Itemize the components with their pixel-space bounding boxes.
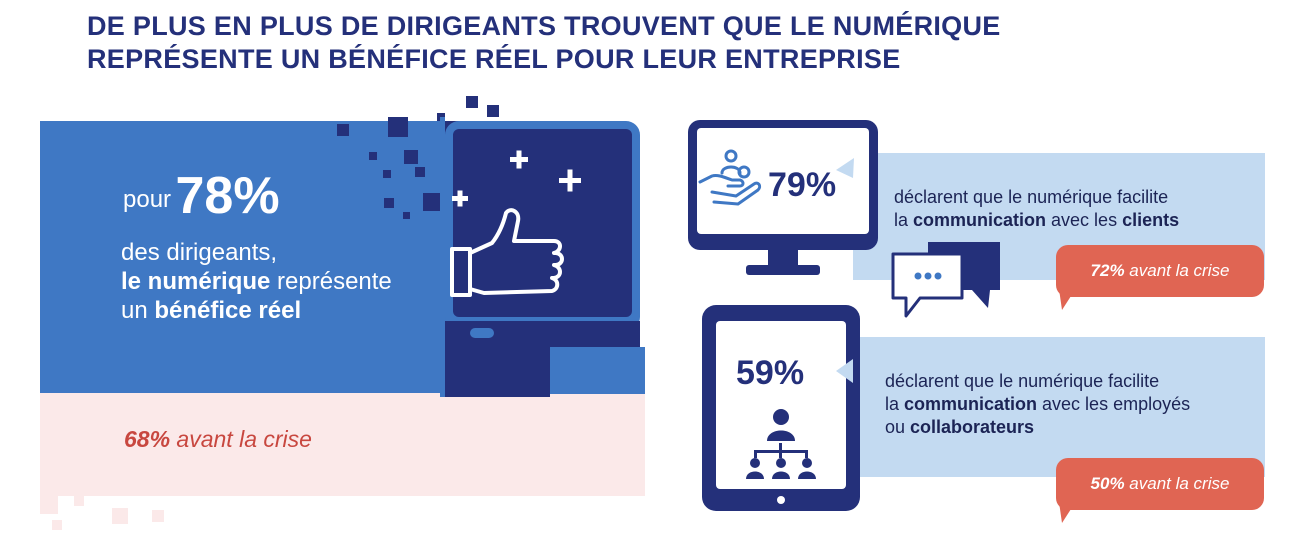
clients-line-1: déclarent que le numérique facilite <box>894 187 1169 207</box>
clients-description: déclarent que le numérique facilite la c… <box>894 186 1179 232</box>
employees-percent: 59% <box>736 354 805 392</box>
title-line-1: DE PLUS EN PLUS DE DIRIGEANTS TROUVENT Q… <box>87 11 1001 41</box>
left-headline: pour 78% <box>123 166 280 226</box>
clients-percent: 79% <box>768 166 837 204</box>
monitor-icon <box>688 120 878 275</box>
employees-description: déclarent que le numérique facilite la c… <box>885 370 1190 439</box>
chat-bubbles-icon <box>891 242 1000 318</box>
tablet-icon <box>702 305 860 511</box>
left-pink-panel <box>40 393 645 496</box>
left-before-crisis: 68% avant la crise <box>124 426 312 452</box>
plus-icon <box>452 150 581 207</box>
pour-label: pour <box>123 186 172 213</box>
monitor-frame <box>440 117 645 397</box>
employees-line-1: déclarent que le numérique facilite <box>885 371 1160 391</box>
left-percent: 78% <box>175 167 280 225</box>
hand-with-person-icon <box>698 149 762 206</box>
page-title: DE PLUS EN PLUS DE DIRIGEANTS TROUVENT Q… <box>87 10 1001 76</box>
bubble-tail <box>1058 495 1080 523</box>
left-description: des dirigeants, le numérique représente … <box>121 238 392 325</box>
employees-line-2: la communication avec les employés <box>885 394 1191 414</box>
employees-panel <box>853 337 1265 477</box>
thumbs-up-icon <box>450 208 564 297</box>
clients-before-crisis: 72% avant la crise <box>1056 245 1264 297</box>
employees-line-3: ou collaborateurs <box>885 417 1035 437</box>
employees-before-crisis: 50% avant la crise <box>1056 458 1264 510</box>
title-line-2: REPRÉSENTE UN BÉNÉFICE RÉEL POUR LEUR EN… <box>87 44 901 74</box>
left-line-1: des dirigeants, <box>121 239 278 266</box>
left-line-2: le numérique représente <box>121 268 392 295</box>
clients-line-2: la communication avec les clients <box>894 210 1180 230</box>
bubble-tail <box>1058 282 1080 310</box>
left-line-3: un bénéfice réel <box>121 297 302 324</box>
org-chart-icon <box>746 409 816 479</box>
